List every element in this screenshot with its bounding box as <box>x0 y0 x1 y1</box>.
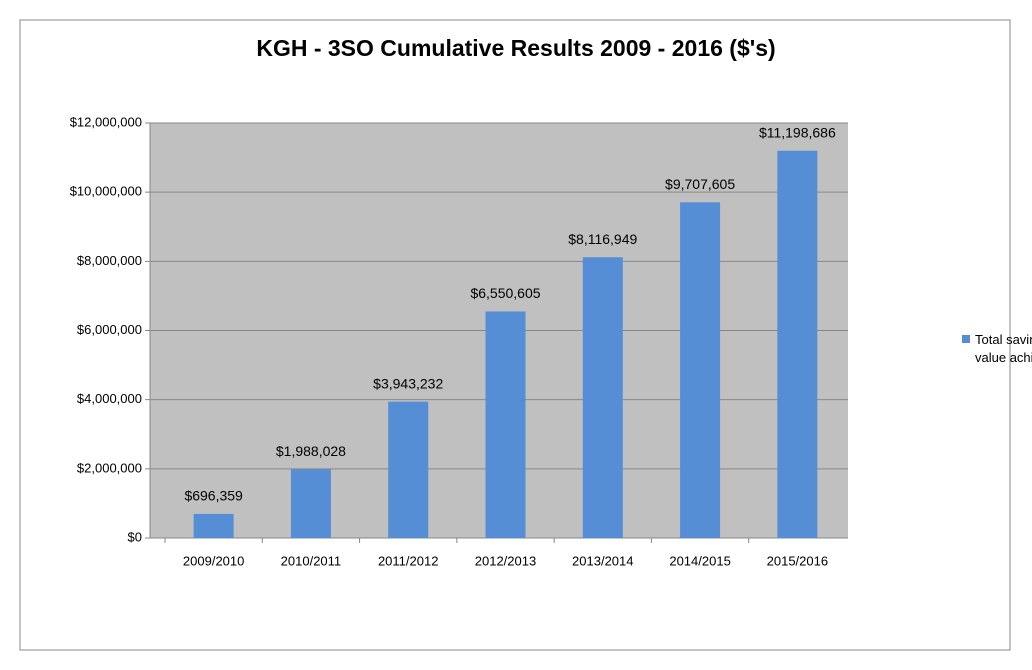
bar <box>485 311 526 538</box>
bar <box>388 401 429 538</box>
bar <box>582 257 623 538</box>
y-tick-label: $0 <box>128 529 142 544</box>
data-label: $3,943,232 <box>373 375 443 391</box>
x-tick-label: 2011/2012 <box>378 553 439 568</box>
y-tick-label: $10,000,000 <box>70 184 142 199</box>
data-label: $6,550,605 <box>470 285 540 301</box>
data-label: $11,198,686 <box>759 124 836 140</box>
bar <box>193 513 234 538</box>
data-label: $9,707,605 <box>665 176 735 192</box>
data-label: $8,116,949 <box>568 231 637 247</box>
data-label: $696,359 <box>184 488 243 504</box>
y-tick-label: $4,000,000 <box>77 391 142 406</box>
x-tick-label: 2014/2015 <box>669 553 730 568</box>
y-tick-label: $12,000,000 <box>70 114 142 129</box>
y-tick-label: $8,000,000 <box>77 253 142 268</box>
x-tick-label: 2015/2016 <box>767 553 828 568</box>
y-tick-label: $2,000,000 <box>77 460 142 475</box>
x-tick-label: 2013/2014 <box>572 553 633 568</box>
chart-title: KGH - 3SO Cumulative Results 2009 - 2016… <box>256 35 775 61</box>
legend-swatch <box>962 335 970 343</box>
x-tick-label: 2009/2010 <box>183 553 244 568</box>
x-tick-label: 2012/2013 <box>475 553 536 568</box>
bar <box>777 150 818 539</box>
x-tick-label: 2010/2011 <box>281 553 342 568</box>
legend-label: Total savings & value achieved <box>975 332 1032 365</box>
data-label: $1,988,028 <box>276 443 346 459</box>
bar <box>290 469 331 538</box>
bar <box>680 202 721 538</box>
y-tick-label: $6,000,000 <box>77 322 142 337</box>
